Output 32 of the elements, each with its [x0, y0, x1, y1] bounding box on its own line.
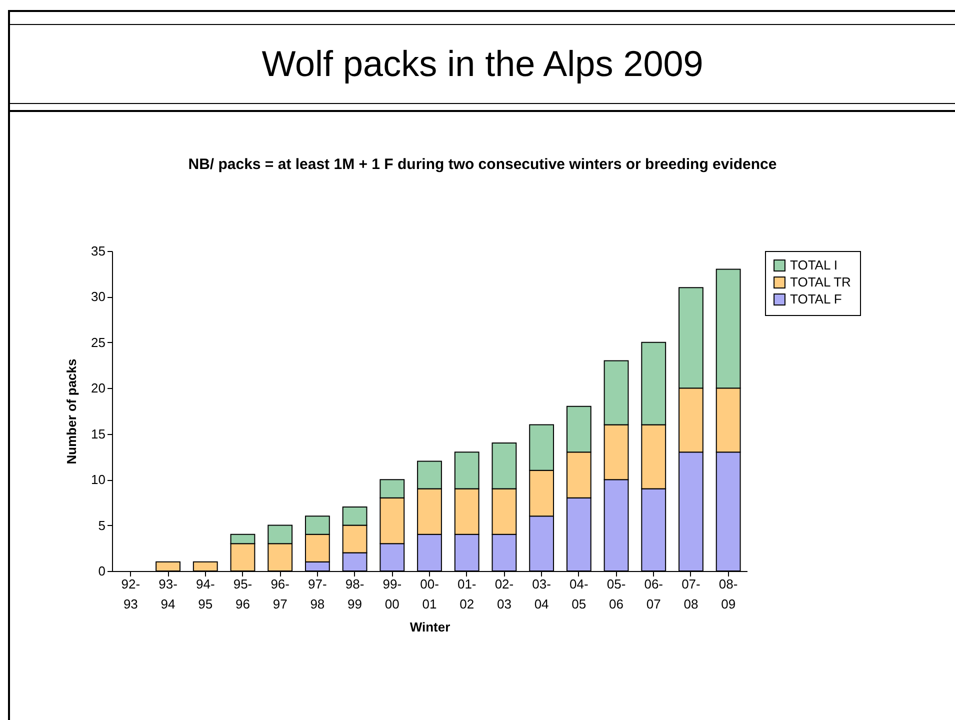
x-tick-label: 04-05 — [570, 576, 588, 612]
x-tick-label: 95-96 — [233, 576, 252, 612]
y-tick-label: 10 — [91, 472, 106, 488]
x-tick-label: 93-94 — [158, 576, 178, 612]
x-tick-label: 94-95 — [196, 576, 215, 612]
y-tick-label: 15 — [91, 426, 106, 442]
x-tick-label: 97-98 — [308, 576, 327, 612]
legend-label: TOTAL I — [790, 258, 838, 272]
y-tick-label: 0 — [98, 564, 106, 578]
x-tick-label: 07-08 — [682, 576, 700, 612]
x-tick-label: 92-93 — [121, 576, 140, 612]
y-tick-label: 25 — [91, 334, 106, 350]
x-tick-label: 03-04 — [532, 576, 551, 612]
x-tick-label: 06-07 — [644, 576, 664, 612]
y-tick-label: 5 — [98, 518, 106, 533]
legend-label: TOTAL F — [790, 292, 842, 306]
legend-label: TOTAL TR — [790, 274, 851, 290]
x-tick-label: 08-09 — [718, 576, 738, 612]
x-tick-label: 05-06 — [606, 576, 626, 612]
x-tick-label: 02-03 — [494, 576, 514, 612]
x-tick-label: 01-02 — [457, 576, 476, 612]
chart-title: Wolf packs in the Alps 2009 — [10, 24, 955, 104]
x-tick-label: 99-00 — [382, 576, 402, 612]
y-tick-label: 35 — [91, 244, 106, 258]
x-tick-label: 00-01 — [420, 576, 439, 612]
x-tick-label: 96-97 — [270, 576, 290, 612]
y-tick-label: 20 — [91, 380, 106, 396]
chart-subtitle: NB/ packs = at least 1M + 1 F during two consecutive winters or breeding evidence — [187, 155, 778, 175]
x-axis-title: Winter — [410, 620, 450, 634]
y-axis-title: Number of packs — [64, 358, 80, 464]
y-tick-label: 30 — [91, 289, 106, 304]
x-tick-label: 98-99 — [345, 576, 364, 612]
